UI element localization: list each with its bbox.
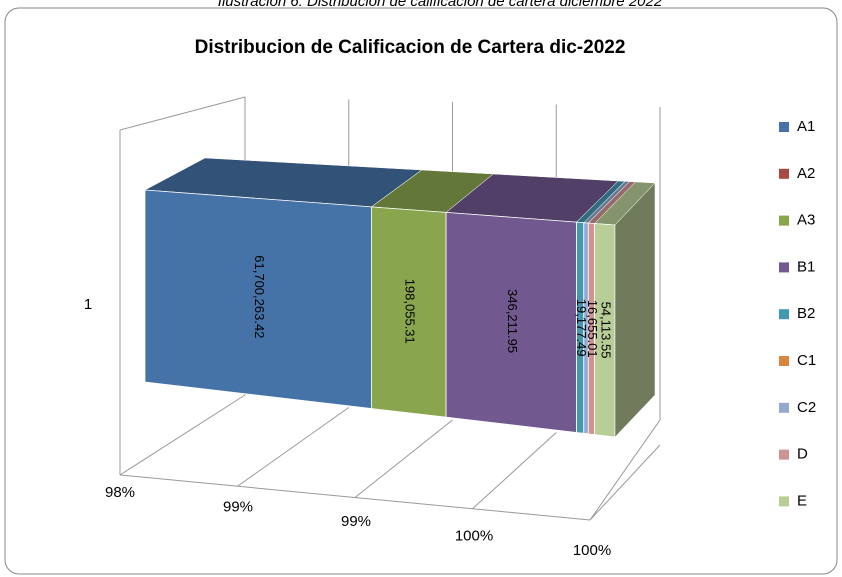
legend-label: A2: [797, 165, 815, 182]
x-tick-label: 99%: [341, 513, 371, 530]
data-label: 346,211.95: [505, 289, 520, 353]
data-label: 54,113.55: [598, 302, 613, 359]
legend-swatch: [779, 356, 789, 366]
grid-line: [119, 394, 246, 476]
data-label: 198,055.31: [402, 279, 417, 344]
x-tick-label: 100%: [455, 527, 493, 544]
legend-swatch: [779, 262, 789, 273]
bars: [144, 157, 656, 438]
grid-line: [472, 432, 557, 510]
data-label: 16,655.01: [585, 300, 600, 358]
legend-label: D: [797, 446, 808, 463]
wall-edge: [119, 96, 246, 131]
x-tick-label: 98%: [105, 484, 135, 501]
data-label: 61,700,263.42: [252, 255, 267, 338]
x-tick-label: 100%: [573, 542, 611, 559]
legend-label: B2: [797, 305, 815, 322]
legend-swatch: [779, 449, 789, 460]
category-label: 1: [84, 296, 92, 313]
data-label: 19,177.49: [574, 299, 589, 357]
legend-label: A1: [797, 118, 815, 135]
legend-label: A3: [797, 212, 815, 229]
chart-title: Distribucion de Calificacion de Cartera …: [195, 37, 626, 58]
legend-swatch: [779, 122, 789, 132]
legend-label: C2: [797, 399, 816, 416]
grid-line: [237, 407, 350, 487]
legend-swatch: [779, 168, 789, 179]
x-tick-label: 99%: [223, 498, 253, 515]
legend-swatch: [779, 496, 789, 507]
legend-swatch: [779, 402, 789, 413]
floor-edge: [589, 419, 661, 521]
legend-label: C1: [797, 352, 816, 369]
grid-line: [354, 419, 453, 498]
legend-label: E: [797, 492, 807, 509]
legend-swatch: [779, 309, 789, 320]
legend-label: B1: [797, 258, 815, 275]
bar-side: [614, 182, 656, 438]
grid-line: [589, 444, 661, 521]
legend-swatch: [779, 215, 789, 226]
caption: Ilustración 6: Distribución de calificac…: [218, 0, 663, 10]
